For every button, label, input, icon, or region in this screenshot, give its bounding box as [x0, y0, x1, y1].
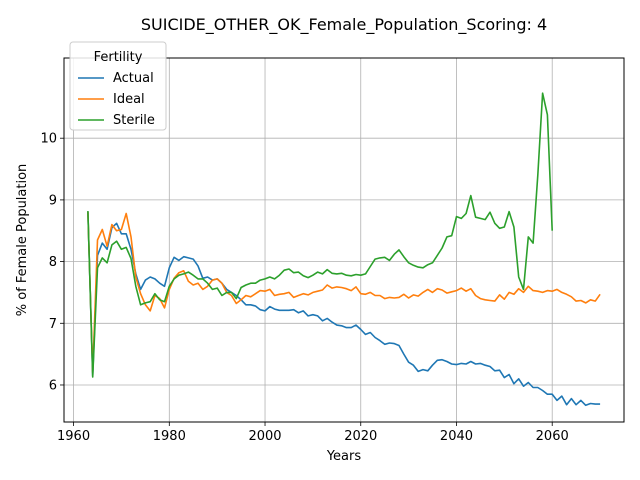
legend-label-sterile: Sterile	[113, 113, 155, 128]
chart-title: SUICIDE_OTHER_OK_Female_Population_Scori…	[141, 15, 547, 35]
legend-title: Fertility	[94, 50, 143, 65]
legend-label-actual: Actual	[113, 71, 154, 86]
ticks: 1960 1980 2000 2020 2040 2060 6 7 8 9 10	[40, 132, 568, 444]
legend-label-ideal: Ideal	[113, 92, 145, 107]
legend-box	[69, 41, 167, 131]
y-tick-label: 10	[40, 132, 57, 147]
y-tick-label: 9	[49, 193, 57, 208]
x-tick-label: 2000	[248, 429, 281, 444]
x-tick-label: 2060	[536, 429, 569, 444]
y-tick-label: 7	[49, 317, 57, 332]
y-tick-label: 8	[49, 255, 57, 270]
y-axis-label: % of Female Population	[15, 164, 30, 317]
x-axis-label: Years	[326, 449, 362, 464]
grid	[64, 58, 624, 422]
series-line-sterile	[87, 92, 553, 378]
axes-frame	[63, 57, 625, 423]
plot-lines	[87, 92, 601, 407]
x-tick-label: 1960	[57, 429, 90, 444]
x-tick-label: 2020	[344, 429, 377, 444]
legend: Fertility Actual Ideal Sterile	[69, 41, 167, 131]
series-line-actual	[87, 212, 601, 407]
x-tick-label: 2040	[440, 429, 473, 444]
y-tick-label: 6	[49, 378, 57, 393]
x-tick-label: 1980	[153, 429, 186, 444]
